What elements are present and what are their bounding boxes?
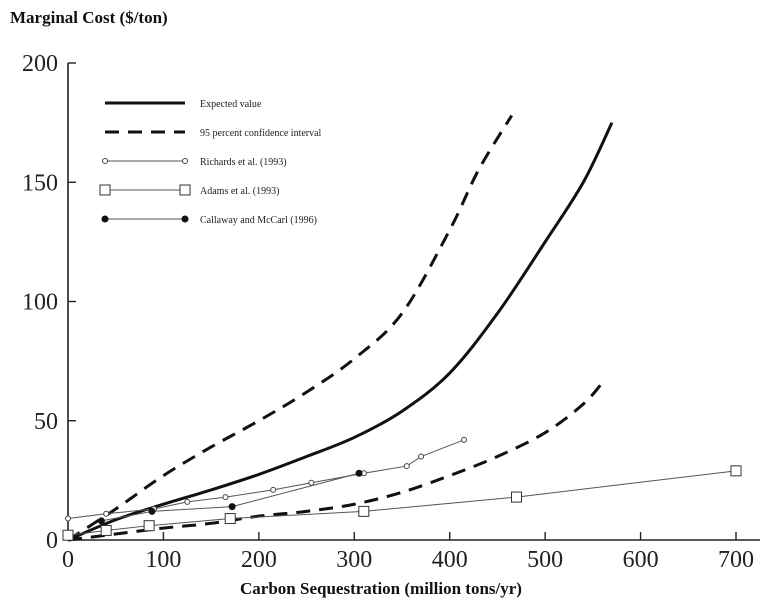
x-tick-label: 400 (432, 547, 468, 573)
x-axis-title: Carbon Sequestration (million tons/yr) (240, 579, 522, 598)
x-tick-label: 300 (336, 547, 372, 573)
series-line-5 (101, 472, 360, 522)
x-tick-label: 200 (241, 547, 277, 573)
data-point-5 (148, 507, 156, 515)
legend-marker (179, 184, 191, 196)
data-point-4 (511, 491, 523, 503)
legend-label: Expected value (200, 99, 262, 110)
y-tick-label: 100 (22, 290, 58, 316)
legend-marker (99, 184, 111, 196)
series-line-1 (67, 114, 514, 542)
data-point-4 (143, 520, 155, 532)
y-axis-title: Marginal Cost ($/ton) (10, 8, 168, 27)
data-point-3 (308, 479, 315, 486)
data-point-5 (97, 517, 105, 525)
x-tick-label: 500 (527, 547, 563, 573)
legend-label: Adams et al. (1993) (200, 186, 279, 197)
y-tick-label: 150 (22, 170, 58, 196)
series-line-0 (67, 121, 614, 542)
legend-label: 95 percent confidence interval (200, 128, 322, 139)
data-point-5 (355, 469, 363, 477)
data-point-3 (184, 498, 191, 505)
legend-marker (101, 215, 109, 223)
y-tick-label: 200 (22, 51, 58, 77)
legend-label: Richards et al. (1993) (200, 157, 287, 168)
data-point-5 (228, 503, 236, 511)
x-tick-label: 700 (718, 547, 754, 573)
data-point-3 (461, 436, 468, 443)
data-point-3 (222, 494, 229, 501)
data-point-3 (418, 453, 425, 460)
data-point-3 (103, 510, 110, 517)
series-line-3 (67, 439, 465, 520)
data-point-4 (358, 505, 370, 517)
x-tick-label: 100 (145, 547, 181, 573)
data-point-3 (270, 486, 277, 493)
legend-marker (182, 158, 188, 164)
data-point-4 (62, 529, 74, 541)
y-tick-label: 0 (46, 528, 58, 554)
x-tick-label: 0 (62, 547, 74, 573)
x-tick-label: 600 (623, 547, 659, 573)
legend-label: Callaway and McCarl (1996) (200, 215, 317, 226)
data-point-4 (100, 524, 112, 536)
data-point-3 (65, 515, 71, 522)
series-line-2 (67, 379, 606, 542)
legend-marker (102, 158, 108, 164)
data-point-4 (730, 465, 742, 477)
data-point-4 (224, 513, 236, 525)
data-point-3 (403, 463, 410, 470)
y-tick-label: 50 (34, 409, 58, 435)
legend-marker (181, 215, 189, 223)
